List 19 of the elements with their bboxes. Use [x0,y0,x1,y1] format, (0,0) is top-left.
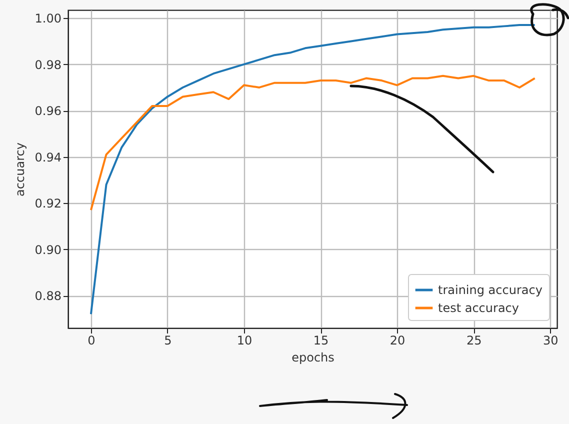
legend-label: test accuracy [438,301,519,315]
x-axis-title: epochs [292,350,334,364]
x-tick-label: 0 [88,334,96,348]
y-tick-label: 0.88 [34,289,62,304]
y-tick-label: 0.96 [34,104,62,118]
y-tick-label: 0.94 [34,150,62,164]
legend-label: training accuracy [438,283,542,297]
y-tick-label: 0.92 [34,196,62,211]
y-tick-label: 1.00 [34,12,62,26]
x-tick-label: 10 [236,334,252,348]
x-tick-label: 20 [390,334,406,348]
x-tick-label: 25 [466,334,482,348]
y-tick-label: 0.90 [34,242,62,257]
y-axis-title: accuarcy [12,142,27,196]
y-tick-label: 0.98 [34,58,62,72]
x-tick-label: 5 [164,334,172,348]
line-series [90,74,536,212]
x-tick-label: 30 [542,334,558,348]
x-tick-label: 15 [313,334,329,348]
